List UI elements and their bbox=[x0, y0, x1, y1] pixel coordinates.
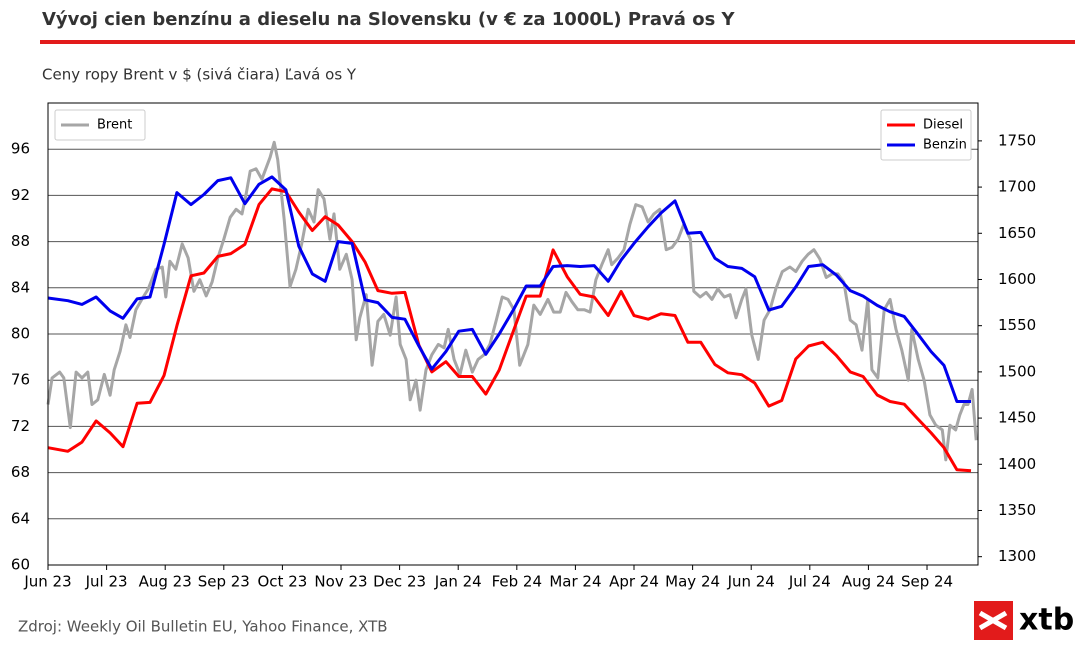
y-tick-label: 72 bbox=[11, 417, 30, 435]
y-tick-label: 88 bbox=[11, 232, 30, 250]
x-tick-label: Oct 23 bbox=[258, 573, 308, 591]
chart-subtitle: Ceny ropy Brent v $ (sivá čiara) Ľavá os… bbox=[42, 66, 357, 84]
legend-label: Diesel bbox=[923, 118, 963, 133]
y2-tick-label: 1500 bbox=[998, 362, 1036, 380]
y2-tick-label: 1750 bbox=[998, 131, 1036, 149]
x-tick-label: Jun 23 bbox=[23, 573, 71, 591]
chart-title: Vývoj cien benzínu a dieselu na Slovensk… bbox=[42, 9, 736, 30]
y-tick-label: 64 bbox=[11, 509, 30, 527]
x-tick-label: Jun 24 bbox=[727, 573, 775, 591]
logo: xtb bbox=[974, 601, 1074, 640]
y-tick-label: 96 bbox=[11, 140, 30, 158]
x-tick-label: Sep 24 bbox=[901, 573, 953, 591]
y2-tick-label: 1450 bbox=[998, 409, 1036, 427]
x-tick-label: Feb 24 bbox=[492, 573, 542, 591]
legend-label: Benzin bbox=[923, 138, 967, 153]
y-tick-label: 60 bbox=[11, 556, 30, 574]
x-tick-label: Jul 23 bbox=[85, 573, 128, 591]
y2-tick-label: 1650 bbox=[998, 224, 1036, 242]
y2-tick-label: 1350 bbox=[998, 501, 1036, 519]
y2-tick-label: 1700 bbox=[998, 178, 1036, 196]
logo-text: xtb bbox=[1019, 603, 1074, 638]
x-tick-label: Jan 24 bbox=[434, 573, 482, 591]
y2-tick-label: 1600 bbox=[998, 270, 1036, 288]
y-tick-label: 76 bbox=[11, 371, 30, 389]
legend-box bbox=[54, 109, 146, 141]
logo-cross bbox=[978, 610, 1008, 631]
x-tick-label: Dec 23 bbox=[373, 573, 426, 591]
x-tick-label: Aug 23 bbox=[139, 573, 192, 591]
x-tick-label: Sep 23 bbox=[198, 573, 250, 591]
series-line bbox=[47, 175, 971, 403]
x-tick-label: Apr 24 bbox=[609, 573, 659, 591]
legend-box bbox=[880, 109, 972, 161]
plot-frame bbox=[47, 102, 979, 566]
legend: Diesel Benzin bbox=[880, 109, 972, 161]
source: Zdroj: Weekly Oil Bulletin EU, Yahoo Fin… bbox=[18, 618, 388, 636]
x-tick-label: Nov 23 bbox=[314, 573, 367, 591]
legend: Brent bbox=[54, 109, 146, 141]
x-tick-label: May 24 bbox=[665, 573, 720, 591]
x-tick-label: Jul 24 bbox=[788, 573, 831, 591]
title-rule bbox=[40, 40, 1075, 44]
legend-label: Brent bbox=[97, 118, 132, 133]
series-line bbox=[46, 140, 978, 462]
y-tick-label: 92 bbox=[11, 186, 30, 204]
series-line bbox=[47, 187, 972, 473]
y-tick-label: 80 bbox=[11, 325, 30, 343]
x-tick-label: Mar 24 bbox=[549, 573, 601, 591]
y2-tick-label: 1400 bbox=[998, 455, 1036, 473]
x-tick-label: Aug 24 bbox=[842, 573, 895, 591]
y2-tick-label: 1300 bbox=[998, 547, 1036, 565]
y-tick-label: 84 bbox=[11, 278, 30, 296]
y2-tick-label: 1550 bbox=[998, 316, 1036, 334]
y-tick-label: 68 bbox=[11, 463, 30, 481]
